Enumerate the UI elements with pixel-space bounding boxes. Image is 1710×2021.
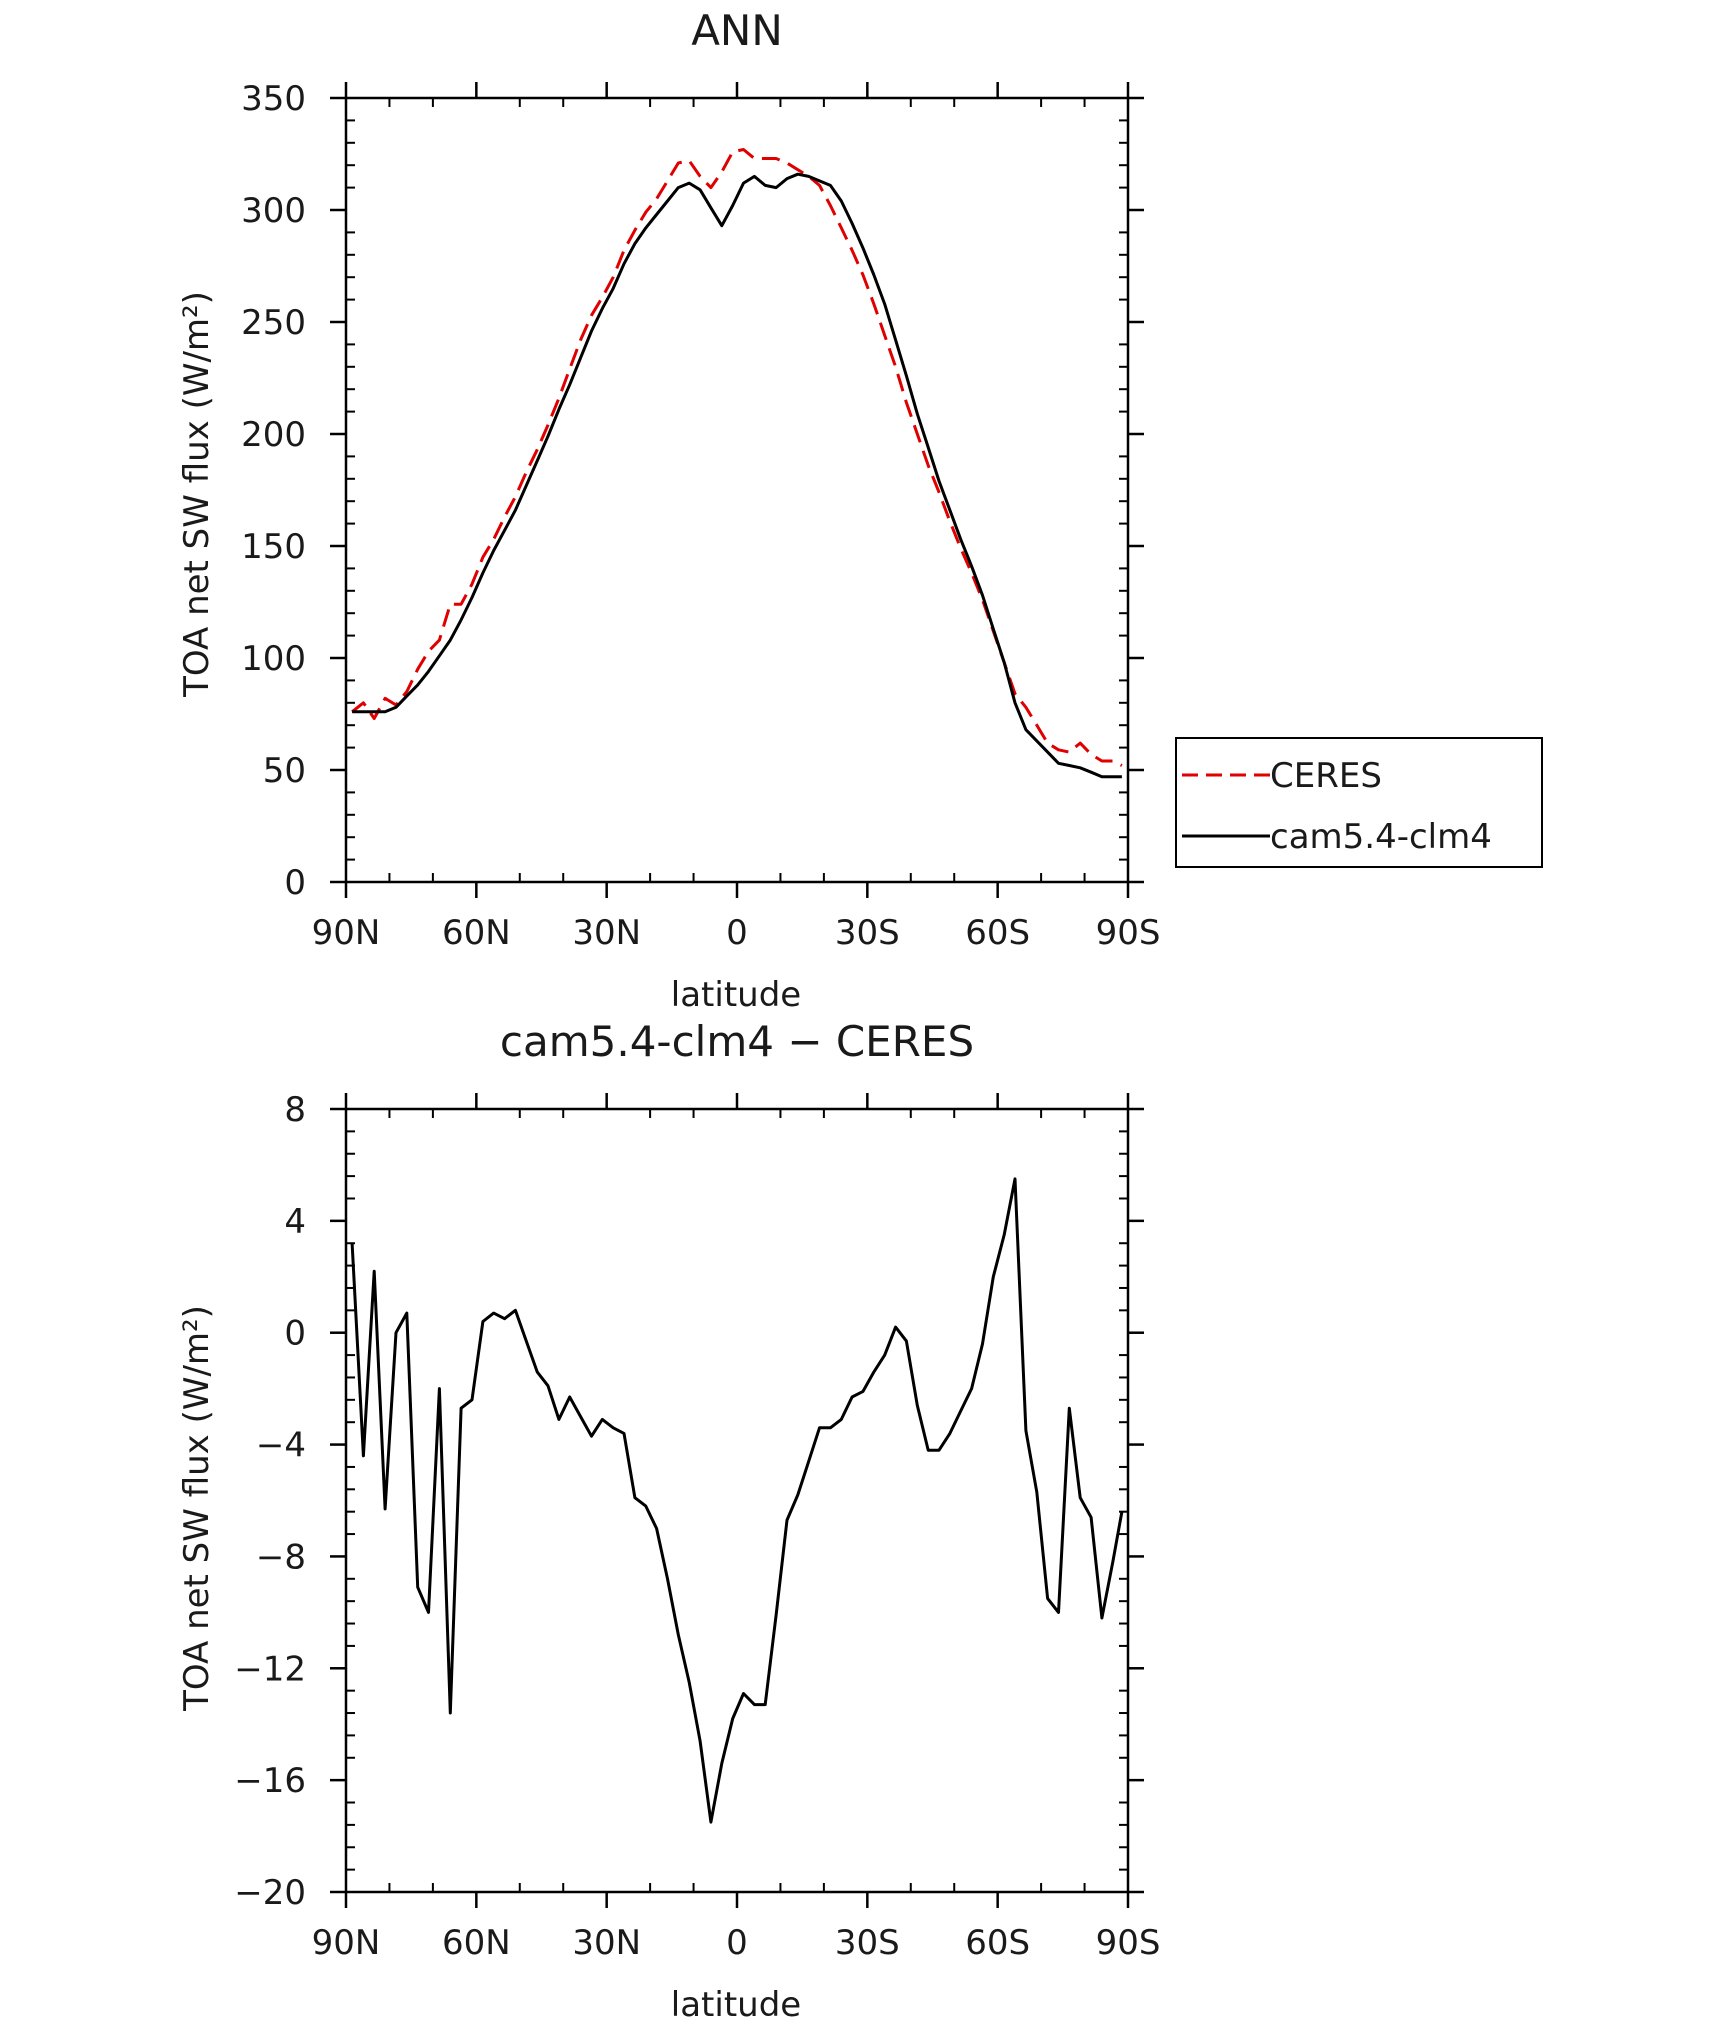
x-tick-label: 90N — [312, 1923, 381, 1963]
x-tick-label: 0 — [726, 913, 748, 953]
top-chart-axes: 90N 60N 30N 0 30S 60S 90S 0 50 100 150 200 250 300 350 — [241, 79, 1160, 953]
y-tick-label: 300 — [241, 191, 306, 231]
y-tick-label: 0 — [284, 1314, 306, 1354]
legend-label-cam: cam5.4-clm4 — [1270, 817, 1492, 857]
x-tick-label: 30N — [572, 913, 641, 953]
x-tick-label: 90S — [1096, 1923, 1161, 1963]
top-chart-series — [351, 148, 1123, 779]
top-chart-xlabel: latitude — [671, 975, 801, 1015]
x-tick-label: 30S — [835, 1923, 900, 1963]
x-tick-label: 60N — [442, 1923, 511, 1963]
bottom-panel: cam5.4-clm4 − CERES 90N 60N 30N 0 30S 60S 90S 8… — [177, 1017, 1160, 2021]
legend-box — [1175, 737, 1543, 868]
y-tick-label: −8 — [256, 1537, 306, 1577]
y-tick-label: 8 — [284, 1090, 306, 1130]
bottom-chart-ylabel: TOA net SW flux (W/m²) — [177, 1305, 217, 1712]
x-tick-label: 30S — [835, 913, 900, 953]
bottom-chart-title: cam5.4-clm4 − CERES — [500, 1017, 974, 1066]
x-tick-label: 60S — [965, 1923, 1030, 1963]
x-tick-label: 60S — [965, 913, 1030, 953]
top-chart-ylabel: TOA net SW flux (W/m²) — [177, 291, 217, 698]
y-tick-label: 250 — [241, 303, 306, 343]
legend: CERES cam5.4-clm4 — [1175, 737, 1543, 868]
plot-frame — [344, 96, 1130, 884]
y-tick-label: 350 — [241, 79, 306, 119]
legend-label-ceres: CERES — [1270, 756, 1382, 796]
bottom-chart-series — [350, 1177, 1124, 1824]
y-tick-label: 100 — [241, 639, 306, 679]
y-tick-label: −20 — [234, 1873, 306, 1913]
bottom-chart-xlabel: latitude — [671, 1985, 801, 2021]
top-panel: ANN 90N 60N 30N 0 30S 60S 90S 0 50 100 150 200 250 30… — [177, 6, 1543, 1015]
x-tick-label: 0 — [726, 1923, 748, 1963]
top-chart-title: ANN — [691, 6, 783, 55]
x-tick-label: 30N — [572, 1923, 641, 1963]
y-tick-label: −16 — [234, 1761, 306, 1801]
y-tick-label: 50 — [263, 751, 306, 791]
y-tick-label: 200 — [241, 415, 306, 455]
y-tick-label: −12 — [234, 1649, 306, 1689]
y-tick-label: 150 — [241, 527, 306, 567]
y-tick-label: 0 — [284, 863, 306, 903]
series-line-difference — [350, 1177, 1124, 1824]
x-tick-label: 60N — [442, 913, 511, 953]
y-tick-label: −4 — [256, 1426, 306, 1466]
series-line-cam5-4-clm4 — [352, 172, 1122, 779]
x-tick-label: 90S — [1096, 913, 1161, 953]
x-tick-label: 90N — [312, 913, 381, 953]
plot-frame — [344, 1107, 1130, 1894]
bottom-chart-axes: 90N 60N 30N 0 30S 60S 90S 8 4 0 −4 −8 −12 −16 −20 — [234, 1090, 1160, 1963]
y-tick-label: 4 — [284, 1202, 306, 1242]
